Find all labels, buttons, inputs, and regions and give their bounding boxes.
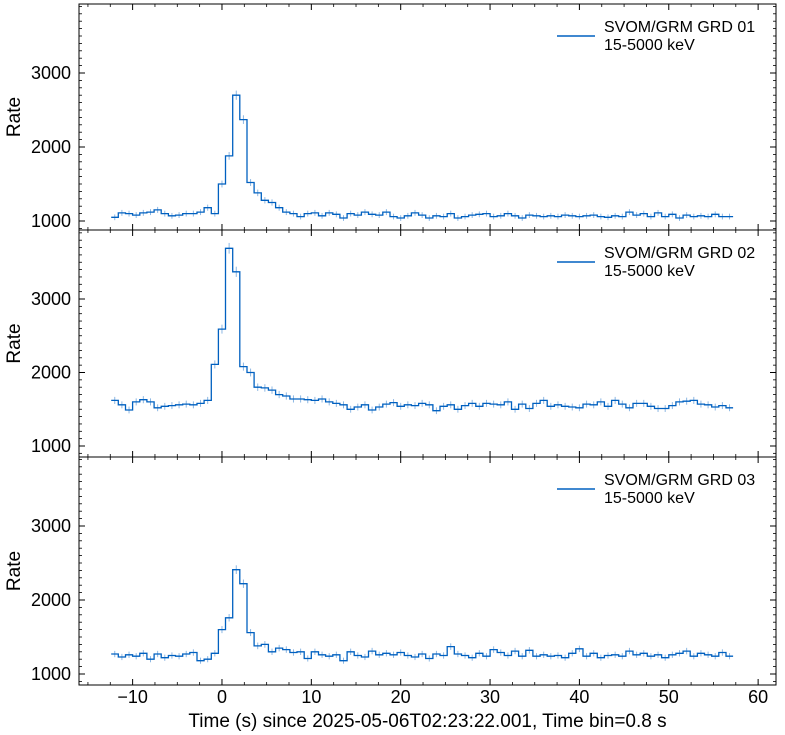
x-tick-label: 50: [659, 687, 679, 707]
panel-2-legend-subtitle: 15-5000 keV: [604, 263, 695, 280]
panel-3-legend-name: SVOM/GRM GRD 03: [604, 472, 755, 489]
panel-1-legend-name: SVOM/GRM GRD 01: [604, 19, 755, 36]
panel-1-y-tick-label: 1000: [31, 211, 71, 231]
x-tick-label: 0: [217, 687, 227, 707]
x-axis-label: Time (s) since 2025-05-06T02:23:22.001, …: [188, 711, 666, 732]
x-tick-label: 20: [391, 687, 411, 707]
panel-1-legend-subtitle: 15-5000 keV: [604, 37, 695, 54]
x-tick-label: −10: [117, 687, 148, 707]
panel-3-legend-subtitle: 15-5000 keV: [604, 490, 695, 507]
x-tick-label: 60: [748, 687, 768, 707]
panel-3-frame: [78, 456, 777, 686]
x-tick-label: 30: [480, 687, 500, 707]
panel-1-y-tick-label: 3000: [31, 63, 71, 83]
panel-1-y-axis-label: Rate: [4, 97, 25, 137]
panel-2-legend-name: SVOM/GRM GRD 02: [604, 245, 755, 262]
panel-2-y-tick-label: 1000: [31, 436, 71, 456]
x-tick-label: 40: [569, 687, 589, 707]
panel-2-series-line: [111, 247, 734, 412]
panel-3-y-axis-label: Rate: [4, 551, 25, 591]
panel-3-y-tick-label: 2000: [31, 590, 71, 610]
panel-2-y-tick-label: 3000: [31, 289, 71, 309]
panel-3-series-line: [111, 569, 734, 662]
x-tick-label: 10: [301, 687, 321, 707]
panel-1-y-tick-label: 2000: [31, 137, 71, 157]
panel-2-y-tick-label: 2000: [31, 363, 71, 383]
panel-3-y-tick-label: 3000: [31, 516, 71, 536]
panel-2-y-axis-label: Rate: [4, 323, 25, 363]
panel-3-y-tick-label: 1000: [31, 664, 71, 684]
panel-1-series-line: [111, 94, 734, 219]
